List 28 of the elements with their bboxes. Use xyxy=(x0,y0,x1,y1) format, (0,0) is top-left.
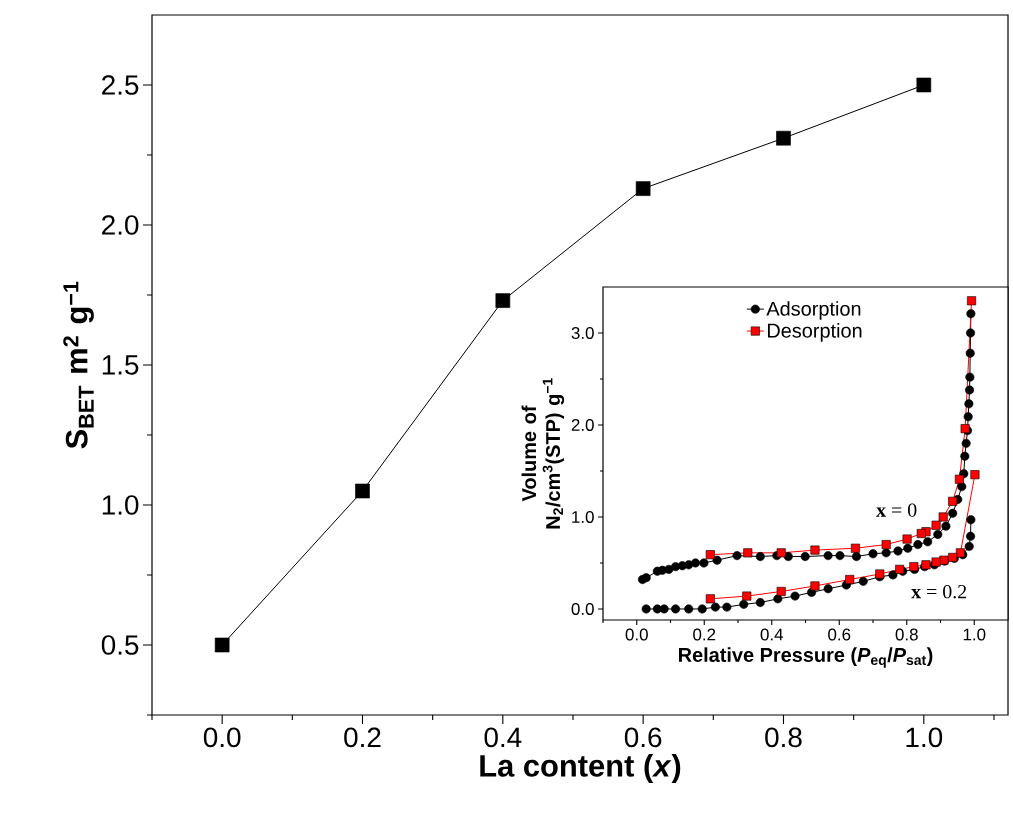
y-tick-label: 2.0 xyxy=(571,418,594,431)
x-tick-label: 0.0 xyxy=(625,628,648,641)
x-tick-label: 0.0 xyxy=(203,727,241,748)
x-tick-label: 0.6 xyxy=(624,727,662,748)
y-axis-title: S$_{BET}$ m$^{2}$ g$^{−1}$ xyxy=(63,281,94,449)
x-tick-label: 0.8 xyxy=(765,727,802,748)
x-axis-title: Relative Pressure (P$_{eq}$/P$_{sat}$) xyxy=(679,647,933,668)
x-tick-label: 0.6 xyxy=(828,628,851,641)
x-tick-label: 1.0 xyxy=(963,628,986,641)
y-tick-label: 2.0 xyxy=(102,215,139,235)
y-tick-label: 0.5 xyxy=(101,635,139,655)
x-tick-label: 0.2 xyxy=(693,628,716,641)
y-tick-label: 3.0 xyxy=(571,326,594,339)
x-tick-label: 0.8 xyxy=(895,628,918,641)
legend-label: Adsorption xyxy=(766,301,861,320)
annotation: x = 0.2 xyxy=(911,584,967,599)
y-tick-label: 1.0 xyxy=(102,495,139,515)
x-tick-label: 0.4 xyxy=(484,727,522,748)
x-tick-label: 1.0 xyxy=(906,727,943,748)
y-tick-label: 2.5 xyxy=(102,75,139,95)
x-axis-title: La content (x) xyxy=(480,754,681,783)
y-tick-label: 1.5 xyxy=(102,355,139,375)
legend-label: Desorption xyxy=(767,323,862,342)
x-tick-label: 0.2 xyxy=(344,727,381,748)
y-tick-label: 1.0 xyxy=(572,510,594,523)
annotation: x = 0 xyxy=(876,503,917,517)
x-tick-label: 0.4 xyxy=(760,628,784,641)
y-tick-label: 0.0 xyxy=(571,602,594,615)
